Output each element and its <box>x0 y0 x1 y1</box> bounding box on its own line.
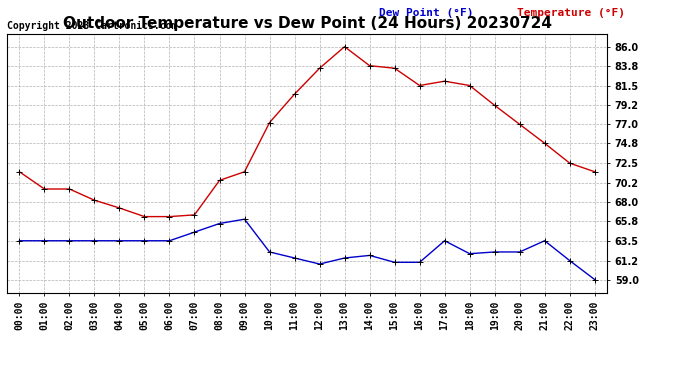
Text: Dew Point (°F): Dew Point (°F) <box>379 8 473 18</box>
Title: Outdoor Temperature vs Dew Point (24 Hours) 20230724: Outdoor Temperature vs Dew Point (24 Hou… <box>63 16 551 31</box>
Text: Temperature (°F): Temperature (°F) <box>518 8 625 18</box>
Text: Copyright 2023 Cartronics.com: Copyright 2023 Cartronics.com <box>7 21 177 31</box>
